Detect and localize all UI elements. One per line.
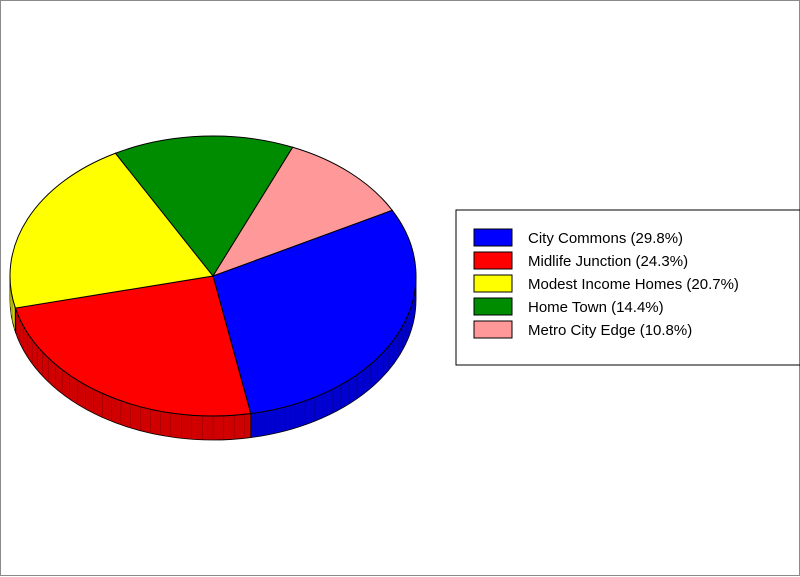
legend-label-4: Metro City Edge (10.8%) <box>528 322 692 339</box>
legend-swatch-0 <box>473 228 513 247</box>
legend-label-2: Modest Income Homes (20.7%) <box>528 276 739 293</box>
pie-slice-2 <box>9 152 214 309</box>
legend-box <box>455 209 800 366</box>
pie-top-layer <box>9 135 417 417</box>
legend-swatch-4 <box>473 320 513 339</box>
pie-slice-0 <box>212 209 417 415</box>
legend: City Commons (29.8%) Midlife Junction (24… <box>455 209 800 366</box>
pie-slice-3 <box>114 135 294 277</box>
legend-swatch-1 <box>473 251 513 270</box>
legend-label-3: Home Town (14.4%) <box>528 299 664 316</box>
legend-label-0: City Commons (29.8%) <box>528 230 683 247</box>
legend-label-1: Midlife Junction (24.3%) <box>528 253 688 270</box>
pie-slice-4 <box>211 146 394 277</box>
legend-swatch-3 <box>473 297 513 316</box>
legend-swatch-2 <box>473 274 513 293</box>
pie-side-layer <box>9 275 417 441</box>
pie-slice-1 <box>14 275 252 417</box>
